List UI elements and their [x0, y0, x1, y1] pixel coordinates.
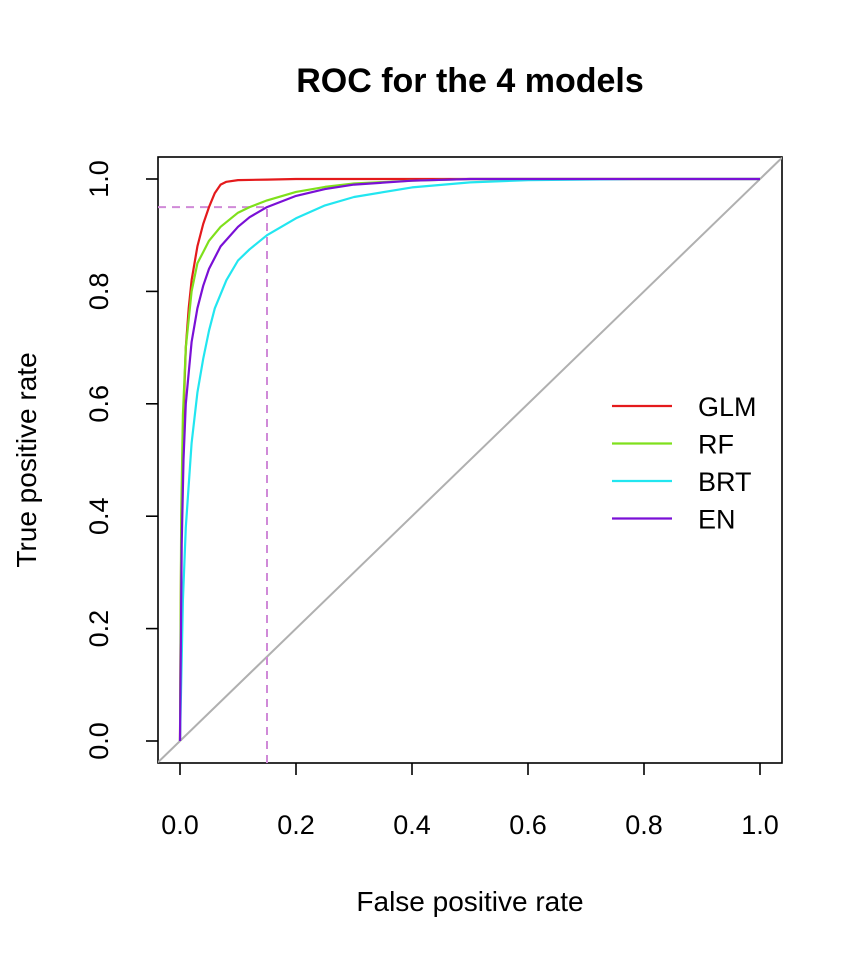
x-tick-label: 0.8 [625, 810, 663, 840]
chart-title: ROC for the 4 models [296, 62, 644, 100]
y-tick-label: 0.4 [84, 497, 114, 535]
y-tick-label: 1.0 [84, 160, 114, 198]
diagonal-reference-line [158, 157, 782, 763]
x-tick-label: 0.6 [509, 810, 547, 840]
y-tick-label: 0.8 [84, 273, 114, 311]
x-tick-label: 0.0 [161, 810, 199, 840]
y-tick-label: 0.2 [84, 610, 114, 648]
x-tick-label: 0.2 [277, 810, 315, 840]
x-tick-label: 0.4 [393, 810, 431, 840]
series-line-en [178, 177, 760, 742]
legend: GLM RF BRT EN [612, 392, 757, 535]
y-tick-label: 0.0 [84, 722, 114, 760]
series-line-brt [178, 177, 760, 742]
x-tick-label: 1.0 [741, 810, 779, 840]
legend-label-glm: GLM [698, 392, 757, 422]
legend-label-rf: RF [698, 430, 734, 460]
legend-label-brt: BRT [698, 467, 752, 497]
legend-label-en: EN [698, 505, 736, 535]
x-axis-label: False positive rate [356, 886, 583, 917]
y-axis-label: True positive rate [11, 352, 42, 567]
y-tick-label: 0.6 [84, 385, 114, 423]
plot-area: 0.0 0.2 0.4 0.6 0.8 1.0 0.0 0.2 0.4 0.6 0.8 1.0 [84, 156, 783, 840]
plot-frame [157, 156, 783, 764]
